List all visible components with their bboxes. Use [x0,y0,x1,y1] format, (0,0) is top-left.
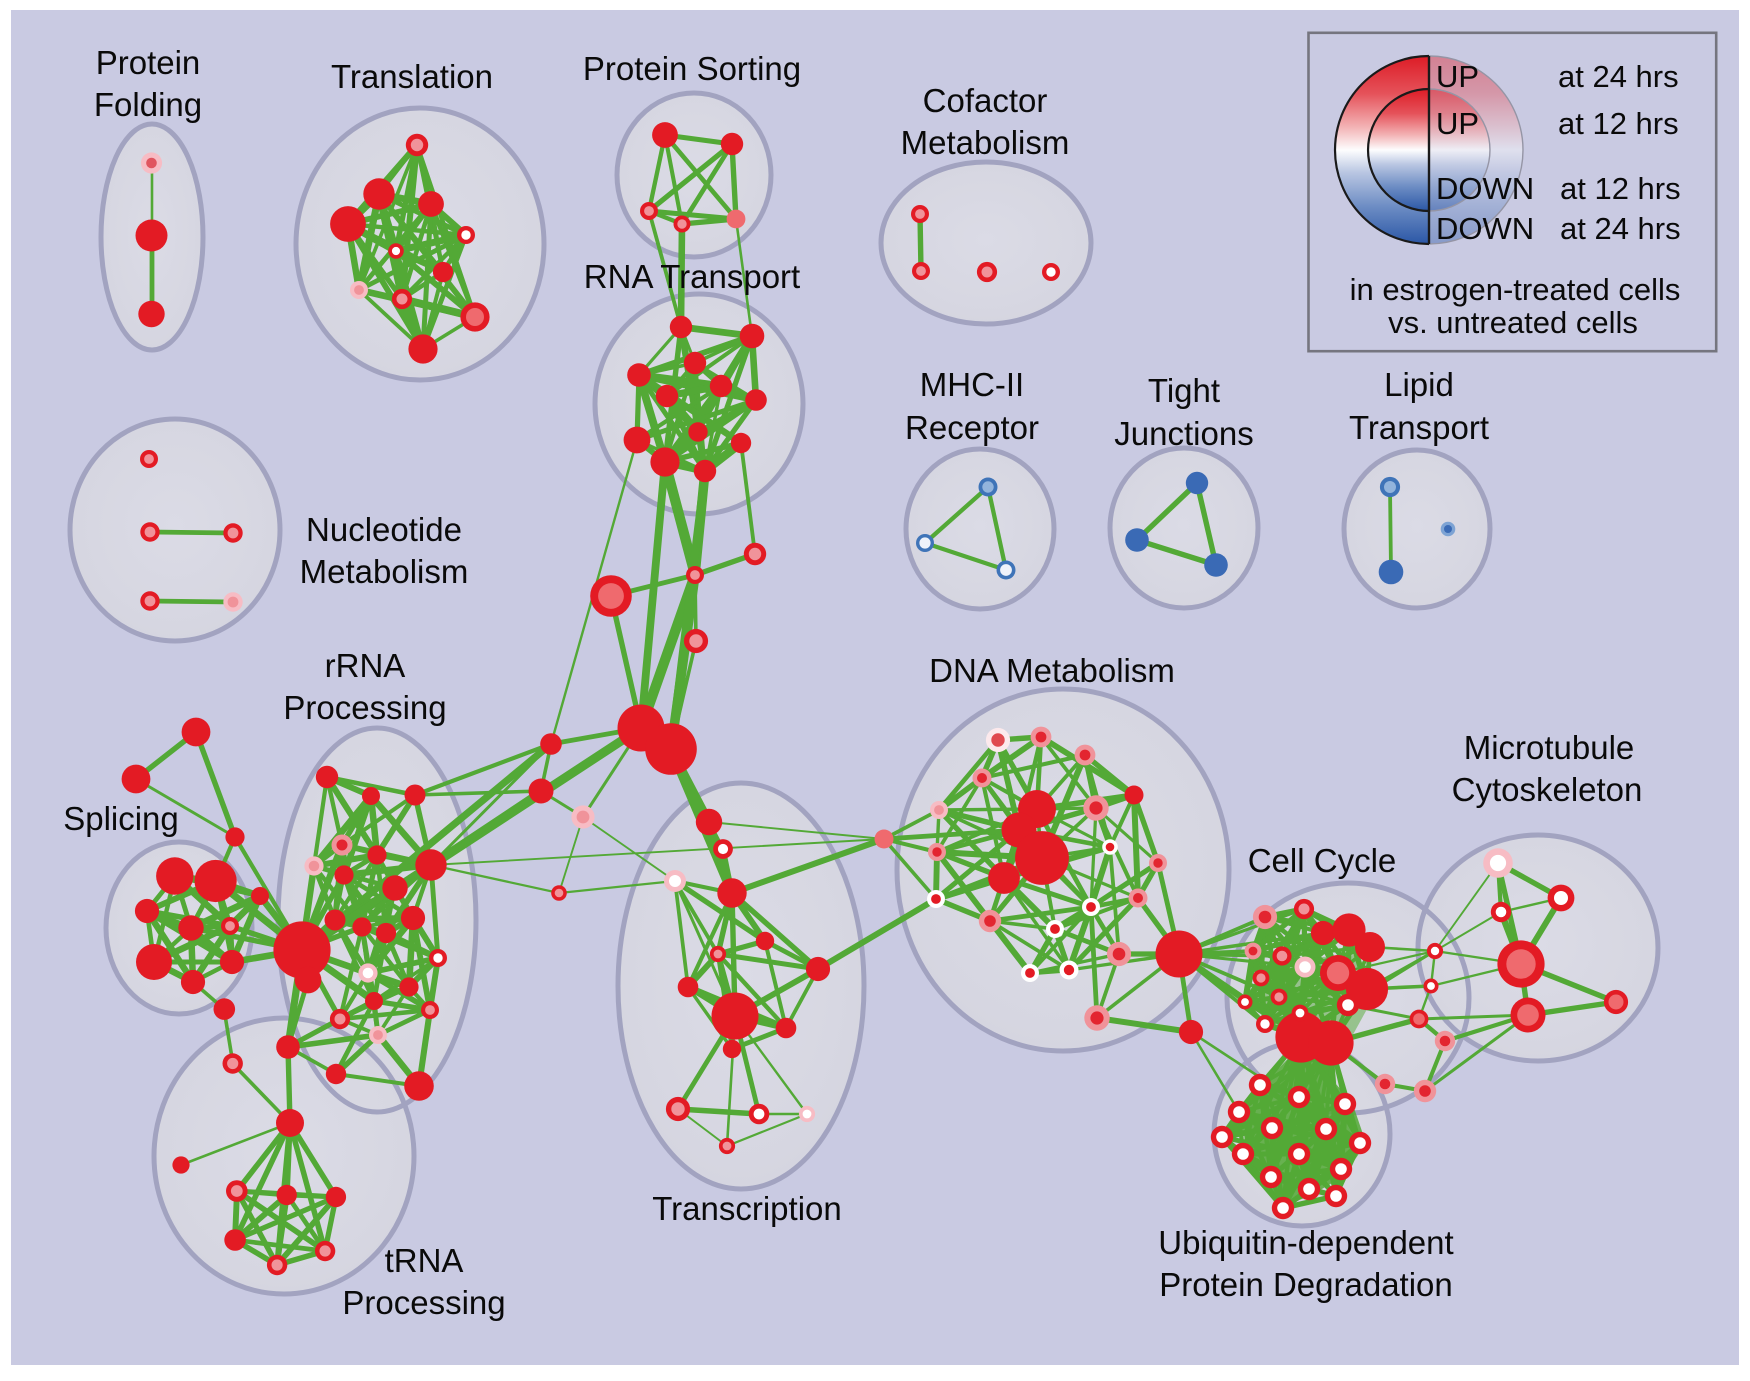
svg-text:UP: UP [1436,59,1479,94]
svg-text:Receptor: Receptor [905,409,1039,446]
svg-text:Metabolism: Metabolism [901,124,1070,161]
svg-text:Processing: Processing [283,689,446,726]
svg-text:Cytoskeleton: Cytoskeleton [1452,771,1643,808]
svg-text:Lipid: Lipid [1384,366,1454,403]
svg-text:RNA Transport: RNA Transport [584,258,800,295]
svg-text:Microtubule: Microtubule [1464,729,1635,766]
svg-text:Protein Sorting: Protein Sorting [583,50,801,87]
svg-text:Cell Cycle: Cell Cycle [1248,842,1397,879]
svg-text:Folding: Folding [94,86,202,123]
svg-text:Transcription: Transcription [652,1190,842,1227]
svg-text:DOWN: DOWN [1436,211,1534,246]
svg-text:at 12 hrs: at 12 hrs [1558,106,1679,141]
svg-text:DNA Metabolism: DNA Metabolism [929,652,1175,689]
svg-text:Translation: Translation [331,58,493,95]
svg-text:rRNA: rRNA [325,647,406,684]
svg-text:Tight: Tight [1148,372,1220,409]
svg-text:Ubiquitin-dependent: Ubiquitin-dependent [1158,1224,1453,1261]
svg-text:DOWN: DOWN [1436,171,1534,206]
svg-text:tRNA: tRNA [385,1242,464,1279]
svg-text:Splicing: Splicing [63,800,179,837]
svg-text:Protein: Protein [96,44,201,81]
svg-text:at 24 hrs: at 24 hrs [1558,59,1679,94]
svg-text:Protein Degradation: Protein Degradation [1159,1266,1453,1303]
svg-text:UP: UP [1436,106,1479,141]
svg-text:Transport: Transport [1349,409,1489,446]
svg-text:at 12 hrs: at 12 hrs [1560,171,1681,206]
svg-text:Metabolism: Metabolism [300,553,469,590]
svg-text:in estrogen-treated cells: in estrogen-treated cells [1350,272,1681,307]
svg-text:Cofactor: Cofactor [923,82,1048,119]
svg-text:Nucleotide: Nucleotide [306,511,462,548]
svg-text:Processing: Processing [342,1284,505,1321]
svg-text:vs. untreated cells: vs. untreated cells [1388,305,1638,340]
svg-text:at 24 hrs: at 24 hrs [1560,211,1681,246]
svg-text:MHC-II: MHC-II [920,366,1024,403]
svg-text:Junctions: Junctions [1114,415,1253,452]
